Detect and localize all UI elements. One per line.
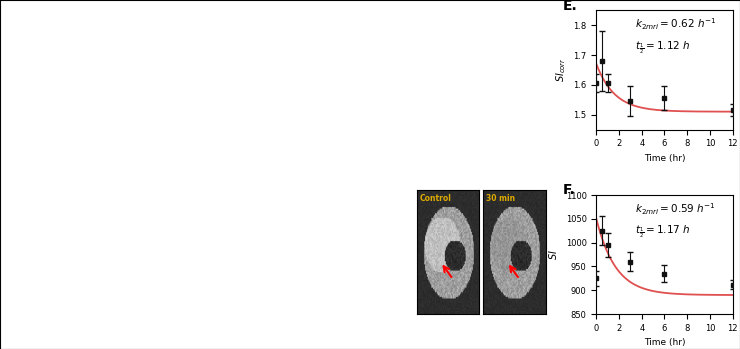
Text: $k_{2mri} = 0.59\ h^{-1}$: $k_{2mri} = 0.59\ h^{-1}$: [634, 201, 716, 217]
Y-axis label: $mg_{Fe}/mg_{protein}$: $mg_{Fe}/mg_{protein}$: [261, 130, 274, 194]
Text: $t_\frac{1}{2} = 1.12\ h$: $t_\frac{1}{2} = 1.12\ h$: [634, 39, 690, 56]
Text: $k_1$: $k_1$: [97, 52, 111, 68]
Text: 30 min: 30 min: [486, 194, 516, 203]
X-axis label: Time (hr): Time (hr): [644, 339, 685, 347]
Y-axis label: $SI_{corr}$: $SI_{corr}$: [554, 58, 568, 82]
Text: IV: IV: [22, 10, 35, 21]
X-axis label: Time (hr): Time (hr): [644, 154, 685, 163]
Bar: [530, 44, 541, 258]
Text: injection: injection: [22, 38, 76, 48]
X-axis label: Time (h): Time (h): [215, 339, 253, 347]
Text: $k_2 = 0.08\ h^{-1}$: $k_2 = 0.08\ h^{-1}$: [319, 26, 393, 44]
Text: $t_\frac{1}{2} = 0.73\ h$: $t_\frac{1}{2} = 0.73\ h$: [220, 77, 278, 94]
FancyBboxPatch shape: [54, 58, 97, 112]
Y-axis label: Iron content ($\mu$g/L): Iron content ($\mu$g/L): [163, 120, 176, 205]
Text: $\frac{dB}{dt} = -k_1B$: $\frac{dB}{dt} = -k_1B$: [124, 74, 186, 96]
Bar: [423, 61, 434, 258]
Text: Clearance: Clearance: [74, 132, 136, 142]
Bar: [438, 38, 449, 258]
Text: $k_2$: $k_2$: [79, 170, 93, 187]
FancyBboxPatch shape: [33, 173, 76, 228]
X-axis label: Time (hr): Time (hr): [314, 339, 356, 347]
Text: Blood: Blood: [57, 79, 94, 91]
Text: F.: F.: [562, 183, 575, 197]
Bar: [484, 53, 495, 258]
Bar: [468, 50, 480, 258]
Y-axis label: $\overline{SI}$: $\overline{SI}$: [545, 249, 560, 260]
Text: $t_\frac{1}{2} = 1.17\ h$: $t_\frac{1}{2} = 1.17\ h$: [634, 224, 690, 240]
Text: $k_{2mri} = 0.62\ h^{-1}$: $k_{2mri} = 0.62\ h^{-1}$: [634, 16, 716, 32]
Text: Blood clearance: Blood clearance: [74, 10, 174, 21]
Text: $t_\frac{1}{2} = 8.5\ h$: $t_\frac{1}{2} = 8.5\ h$: [319, 77, 371, 94]
Text: Control: Control: [420, 194, 452, 203]
Text: A.: A.: [16, 1, 32, 15]
Bar: [514, 56, 526, 258]
Text: E.: E.: [562, 0, 577, 13]
Text: $k_1 = 0.96\ h^{-1}$: $k_1 = 0.96\ h^{-1}$: [220, 26, 295, 44]
Bar: [454, 45, 465, 258]
X-axis label: Injection time (hrs): Injection time (hrs): [439, 159, 525, 168]
Bar: [500, 53, 511, 258]
Text: Liver: Liver: [38, 194, 71, 207]
Text: C.: C.: [394, 0, 409, 12]
Y-axis label: $\overline{SI}_{corr}$: $\overline{SI}_{corr}$: [372, 60, 389, 85]
Text: $\frac{dL}{dt} = -k_2L$: $\frac{dL}{dt} = -k_2L$: [104, 190, 165, 211]
